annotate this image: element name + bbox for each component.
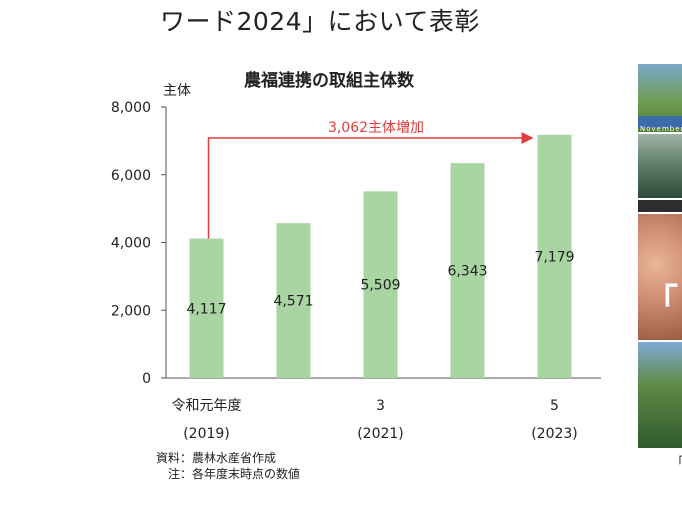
page-heading: ワード2024」において表彰 [160, 7, 480, 36]
photo-strip-text: November [640, 125, 682, 133]
x-axis-labels: 令和元年度 (2019) 3 (2021) 5 (2023) [172, 398, 578, 442]
side-caption: 「 [671, 452, 682, 471]
y-axis-unit-label: 主体 [163, 83, 191, 99]
y-tick-label: 8,000 [111, 100, 151, 116]
x-tick-label: 令和元年度 [172, 398, 242, 414]
photo-quote-glyph: 「 [644, 282, 678, 322]
y-tick-label: 6,000 [111, 168, 151, 184]
x-tick-year-label: (2021) [357, 426, 404, 442]
bar-value-label: 5,509 [360, 278, 400, 294]
field-photo: November [638, 64, 682, 133]
portrait-photo: 「 [638, 214, 682, 340]
y-tick-label: 4,000 [111, 236, 151, 252]
x-tick-label: 3 [376, 398, 385, 414]
value-labels: 4,117 4,571 5,509 6,343 7,179 [186, 249, 574, 317]
photo-divider [638, 200, 682, 212]
photo-caption-strip: November [638, 116, 682, 133]
bar-value-label: 4,117 [186, 301, 226, 317]
source-line: 資料：農林水産省作成 [156, 451, 277, 465]
bar [363, 191, 398, 378]
y-tick-label: 0 [142, 371, 151, 387]
outdoor-photo [638, 342, 682, 448]
chart-title: 農福連携の取組主体数 [244, 71, 414, 91]
note-line: 注：各年度末時点の数値 [168, 467, 301, 481]
x-tick-label: 5 [550, 398, 559, 414]
bar-value-label: 4,571 [273, 294, 313, 310]
annotation-arrow-line [207, 137, 524, 239]
y-axis-ticks: 8,000 6,000 4,000 2,000 0 [111, 100, 166, 387]
source-notes: 資料：農林水産省作成 注：各年度末時点の数値 [156, 450, 300, 482]
bar-value-label: 6,343 [447, 264, 487, 280]
annotation-arrow-head [521, 132, 534, 144]
bars [189, 134, 572, 378]
bar [276, 223, 311, 378]
y-tick-label: 2,000 [111, 303, 151, 319]
x-tick-year-label: (2019) [183, 426, 230, 442]
annotation-label: 3,062主体増加 [328, 120, 424, 136]
bar [537, 134, 572, 378]
x-tick-year-label: (2023) [531, 426, 578, 442]
bar [450, 163, 485, 378]
bar-value-label: 7,179 [534, 249, 574, 265]
increase-annotation: 3,062主体増加 [207, 120, 534, 239]
side-photo-collage: November 「 [638, 64, 682, 448]
bar [189, 238, 224, 378]
workers-photo [638, 134, 682, 198]
